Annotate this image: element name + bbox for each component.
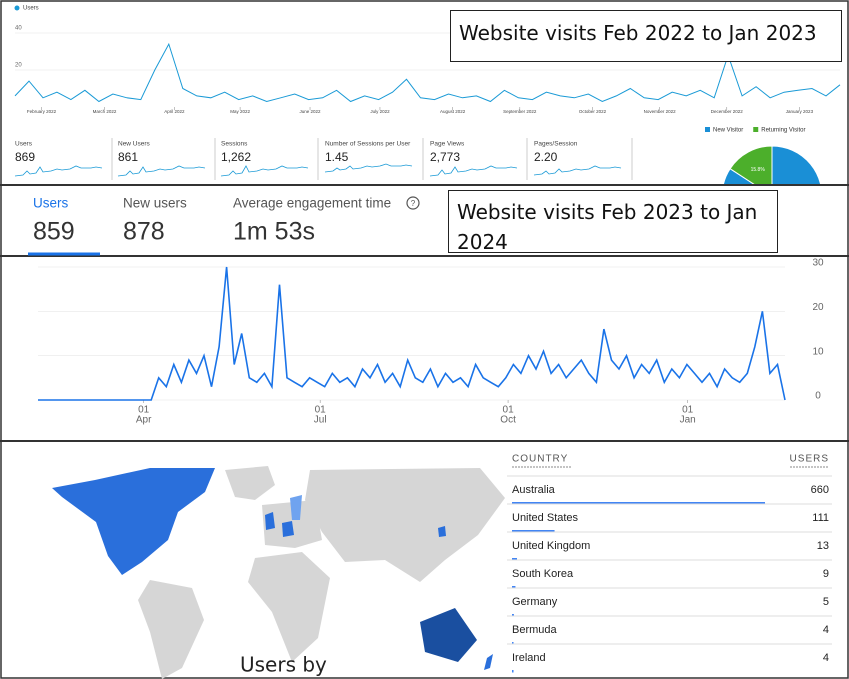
- metric-value: 861: [118, 150, 138, 164]
- country: Bermuda: [512, 624, 558, 636]
- country: Germany: [512, 596, 558, 608]
- metric-value: 2.20: [534, 150, 558, 164]
- y-tick-label: 20: [15, 63, 22, 69]
- x-tick-label: July 2022: [370, 109, 390, 114]
- pie-label: 15.8%: [751, 167, 766, 173]
- metric-label: Number of Sessions per User: [325, 141, 411, 148]
- x-tick-label: December 2022: [711, 109, 744, 114]
- text-box: Website visits Feb 2022 to Jan 2023: [450, 10, 842, 62]
- metric-label: New Users: [118, 141, 151, 148]
- x-tick-label: January 2023: [786, 109, 814, 114]
- world-map: [52, 466, 505, 679]
- users: 4: [823, 652, 829, 664]
- country: United Kingdom: [512, 540, 590, 552]
- x-tick-label: Jul: [314, 415, 327, 426]
- x-tick-label: September 2022: [503, 109, 537, 114]
- metric-value: 869: [15, 150, 35, 164]
- info-icon-glyph: ?: [411, 199, 416, 208]
- x-tick-label: Apr: [136, 415, 152, 426]
- screenshot: Users ? Users 869 New Users 861 Sessions 1,26…: [0, 0, 849, 679]
- users: 13: [817, 540, 829, 552]
- metric-value: 1,262: [221, 150, 251, 164]
- x-tick-label: Oct: [500, 415, 516, 426]
- metric-value: 878: [123, 218, 165, 246]
- legend-dot: [15, 6, 20, 11]
- x-tick-label: May 2022: [230, 109, 250, 114]
- x-tick-label: April 2022: [164, 109, 185, 114]
- country: South Korea: [512, 568, 574, 580]
- users: 660: [811, 484, 829, 496]
- metric-label: Average engagement time: [233, 196, 391, 211]
- legend-label: Returning Visitor: [761, 128, 805, 134]
- country: United States: [512, 512, 579, 524]
- legend-label: New Visitor: [713, 128, 743, 134]
- bar: [512, 670, 514, 673]
- dashboard: Users ? Users 869 New Users 861 Sessions 1,26…: [0, 0, 849, 679]
- y-tick-label: 40: [15, 26, 22, 32]
- y-tick-label: 10: [812, 346, 824, 357]
- x-tick-label: March 2022: [93, 109, 117, 114]
- metric-label: Users: [33, 196, 69, 211]
- users: 5: [823, 596, 829, 608]
- table-header: USERS: [790, 454, 829, 465]
- y-tick-label: 30: [812, 258, 824, 269]
- x-tick-label: November 2022: [644, 109, 677, 114]
- x-tick-label: June 2022: [300, 109, 322, 114]
- metric-label: Sessions: [221, 141, 248, 148]
- metric-label: Page Views: [430, 141, 465, 148]
- metric-label: New users: [123, 196, 187, 211]
- table-header: COUNTRY: [512, 454, 568, 465]
- metric-label: Pages/Session: [534, 141, 578, 148]
- legend-swatch: [705, 127, 710, 132]
- x-tick-label: October 2022: [579, 109, 607, 114]
- country: Australia: [512, 484, 556, 496]
- x-tick-label: August 2022: [440, 109, 466, 114]
- legend-swatch: [753, 127, 758, 132]
- users: 111: [812, 512, 829, 524]
- metric-value: 1.45: [325, 150, 349, 164]
- metric-value: 859: [33, 218, 75, 246]
- map-caption: Users by: [240, 653, 327, 677]
- line-series: [38, 267, 785, 400]
- text-box: Website visits Feb 2023 to Jan 2024: [448, 190, 778, 253]
- x-tick-label: Jan: [680, 415, 696, 426]
- users: 9: [823, 568, 829, 580]
- metric-value: 2,773: [430, 150, 460, 164]
- country: Ireland: [512, 652, 546, 664]
- x-tick-label: February 2022: [27, 109, 57, 114]
- y-tick-label: 0: [815, 391, 821, 402]
- y-tick-label: 20: [812, 302, 824, 313]
- metric-label: Users: [15, 141, 33, 148]
- legend-label: Users: [23, 6, 39, 12]
- users: 4: [823, 624, 829, 636]
- metric-value: 1m 53s: [233, 218, 315, 246]
